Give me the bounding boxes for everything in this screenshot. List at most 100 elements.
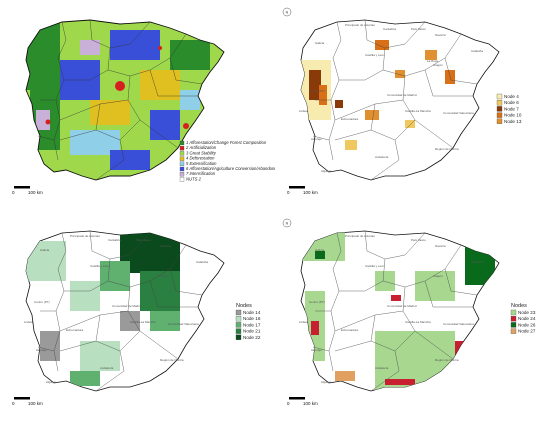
map-p1: 1 Afforestation/Change Forest Compositio… <box>12 19 275 195</box>
region-label: Andalucía <box>375 366 389 370</box>
svg-text:N: N <box>286 221 289 225</box>
region-label: Región de Murcia <box>160 358 184 362</box>
region-label: Castilla y León <box>365 53 385 57</box>
legend-label: Node 13 <box>504 119 522 124</box>
region-label: Extremadura <box>66 328 84 332</box>
legend-label: 4 Deforestation <box>186 156 215 161</box>
legend-swatch <box>496 112 503 118</box>
region-label: Comunidad de Madrid <box>112 304 142 308</box>
region-label: Cantabria <box>108 238 121 242</box>
region-labels-p4: Galicia Principado de Asturias País Vasco N… <box>299 234 483 384</box>
region-label: Navarra <box>160 244 171 248</box>
region-label: Región de Murcia <box>435 147 459 151</box>
map-p4: N Galicia Principado de Asturias País Vasc… <box>282 218 536 406</box>
region-label: País Vasco <box>136 238 151 242</box>
legend-swatch <box>496 100 503 106</box>
region-label: Castilla-La Mancha <box>405 320 431 324</box>
scale-bar-p1: 0 100 km <box>12 186 43 195</box>
region-label: Andalucía <box>100 366 114 370</box>
scale-zero: 0 <box>287 190 290 195</box>
legend-label: Node 24 <box>518 316 536 321</box>
region-label: Galicia <box>40 248 50 252</box>
legend-label: 3 Great Stability <box>186 150 217 155</box>
region-label: Lisboa <box>299 109 308 113</box>
region-label: Lisboa <box>299 320 308 324</box>
legend-label: Node 27 <box>518 329 536 334</box>
region-label: Comunidad de Madrid <box>387 304 417 308</box>
legend-label: Node 22 <box>243 335 261 340</box>
region-label: Alentejo <box>36 348 47 352</box>
legend-swatch <box>179 172 185 177</box>
legend-swatch <box>510 316 517 322</box>
region-label: Extremadura <box>341 117 359 121</box>
legend-label: NUTS 2 <box>186 176 202 181</box>
legend-swatch <box>235 316 242 322</box>
region-label: Castilla y León <box>365 264 385 268</box>
legend-swatch <box>179 166 185 172</box>
region-label: Principado de Asturias <box>345 23 375 27</box>
legend-label: 5 Extensification <box>186 161 217 166</box>
region-label: Alentejo <box>311 137 322 141</box>
legend-p1: 1 Afforestation/Change Forest Compositio… <box>179 140 275 182</box>
region-label: La Rioja <box>427 59 438 63</box>
region-label: Aragón <box>433 63 443 67</box>
region-label: Cantabria <box>383 27 396 31</box>
legend-label: Node 10 <box>504 113 522 118</box>
region-label: Principado de Asturias <box>345 234 375 238</box>
panel-land-change-trajectories: 1 Afforestation/Change Forest Compositio… <box>0 0 275 211</box>
legend-swatch <box>179 156 185 161</box>
region-label: Galicia <box>315 41 325 45</box>
region-label: Centro (PT) <box>34 300 50 304</box>
region-label: Centro (PT) <box>309 89 325 93</box>
legend-label: Node 23 <box>518 310 536 315</box>
legend-label: Node 16 <box>243 316 261 321</box>
region-label: Cataluña <box>471 49 483 53</box>
region-label: Cataluña <box>196 260 208 264</box>
region-label: Algarve <box>321 380 332 384</box>
scale-distance: 100 km <box>303 190 318 195</box>
region-label: Centro (PT) <box>309 300 325 304</box>
north-arrow: N <box>282 7 292 17</box>
legend-swatch <box>496 106 503 112</box>
scale-zero: 0 <box>12 401 15 406</box>
svg-text:N: N <box>286 10 289 14</box>
legend-label: Node 21 <box>243 329 261 334</box>
region-label: Extremadura <box>341 328 359 332</box>
region-label: Principado de Asturias <box>70 234 100 238</box>
region-label: País Vasco <box>411 27 426 31</box>
legend-label: Node 6 <box>504 100 519 105</box>
region-label: Región de Murcia <box>435 358 459 362</box>
region-label: Lisboa <box>24 320 33 324</box>
scale-zero: 0 <box>287 401 290 406</box>
region-label: Aragón <box>433 274 443 278</box>
legend-swatch <box>235 328 242 334</box>
legend-swatch <box>510 328 517 334</box>
legend-swatch <box>179 177 185 182</box>
region-label: Castilla y León <box>90 264 110 268</box>
legend-swatch <box>235 334 242 340</box>
panel-nodes-14-22: Galicia Principado de Asturias Cantabria Pa… <box>0 211 275 422</box>
legend-title: Nodes <box>236 303 252 309</box>
scale-distance: 100 km <box>28 401 43 406</box>
region-label: Castilla-La Mancha <box>130 320 156 324</box>
legend-label: 1 Afforestation/Change Forest Compositio… <box>186 140 267 145</box>
legend-swatch <box>179 146 185 151</box>
legend-label: Node 7 <box>504 106 519 111</box>
scale-bar-p4: 0 100 km <box>287 397 318 406</box>
scale-zero: 0 <box>12 190 15 195</box>
legend-label: Node 4 <box>504 94 519 99</box>
region-labels-p3: Galicia Principado de Asturias Cantabria Pa… <box>24 234 208 384</box>
scale-bar-p2: 0 100 km <box>287 186 318 195</box>
map-p3: Galicia Principado de Asturias Cantabria Pa… <box>12 230 261 406</box>
scale-distance: 100 km <box>303 401 318 406</box>
legend-label: 2 Artificialization <box>185 145 217 150</box>
region-label: Alentejo <box>311 348 322 352</box>
panel-nodes-4-13: N Principado de Asturias Galicia Cantabria… <box>275 0 550 211</box>
region-label: Algarve <box>46 380 57 384</box>
region-label: Cataluña <box>471 260 483 264</box>
legend-swatch <box>179 161 185 166</box>
region-label: Comunidad Valenciana <box>443 111 474 115</box>
